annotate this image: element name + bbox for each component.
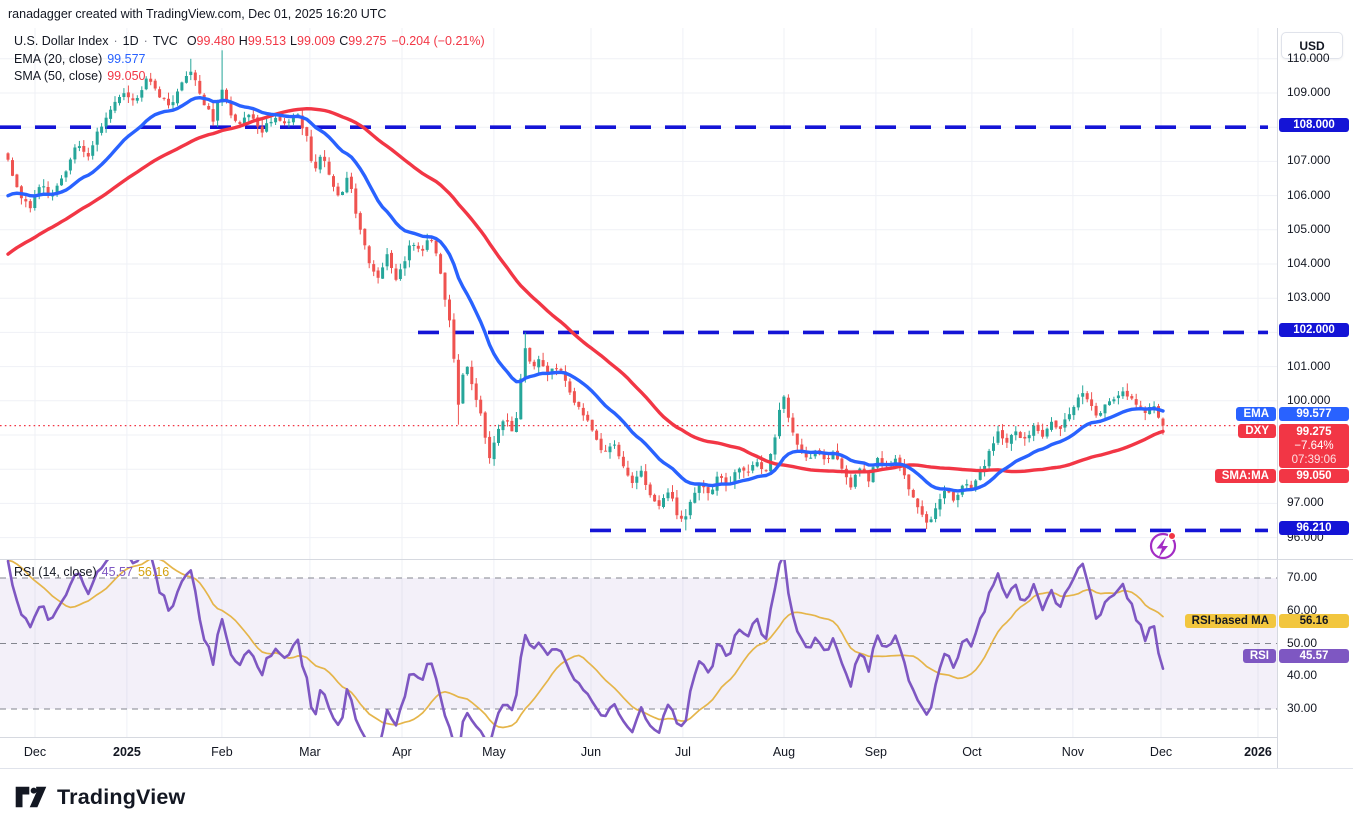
pane-separator[interactable]: [0, 559, 1353, 560]
time-tick: Apr: [392, 745, 412, 759]
rsi-tick: 40.00: [1287, 668, 1318, 683]
price-tick: 107.000: [1287, 153, 1331, 168]
rsi-tick: 60.00: [1287, 602, 1318, 617]
rsi-tick: 30.00: [1287, 701, 1318, 715]
symbol-tag: DXY: [1238, 424, 1276, 438]
price-tick: 110.000: [1287, 50, 1330, 65]
time-tick: Feb: [211, 745, 233, 759]
ohlc-values: O99.480 H99.513 L99.009 C99.275: [183, 33, 387, 51]
ohlc-token: O99.480: [186, 34, 235, 48]
sma-tag: SMA:MA: [1214, 469, 1276, 483]
ohlc-token: C99.275: [339, 34, 387, 48]
rsi-ma-value: 56.16: [137, 565, 170, 579]
ohlc-token: H99.513: [238, 34, 287, 48]
currency-button[interactable]: USD: [1281, 32, 1343, 59]
price-tick: 109.000: [1287, 85, 1331, 99]
level-price-badge: 102.000: [1279, 323, 1349, 338]
ema-indicator-value: 99.577: [107, 51, 146, 66]
price-tick: 105.000: [1287, 221, 1331, 236]
legend-ema-row[interactable]: EMA (20, close) 99.577: [14, 51, 485, 69]
ema-price-badge: 99.577: [1279, 407, 1349, 421]
level-price-badge: 96.210: [1279, 521, 1349, 536]
time-axis[interactable]: Dec 2025 Feb Mar Apr May Jun Jul Aug Sep Oct Nov Dec…: [0, 737, 1277, 769]
time-tick: Jul: [674, 745, 691, 759]
flash-marker-icon[interactable]: [1149, 531, 1177, 560]
rsi-pane[interactable]: [0, 560, 1277, 737]
rsi-tick: 70.00: [1287, 570, 1318, 584]
rsi-tick: 50.00: [1287, 635, 1318, 650]
price-chart-canvas[interactable]: [0, 28, 1277, 560]
time-tick: Jun: [580, 745, 602, 759]
rsi-value-badge: 45.57: [1279, 649, 1349, 663]
symbol-legend: U.S. Dollar Index · 1D · TVC O99.480 H99.…: [14, 33, 485, 86]
attribution-text: ranadagger created with TradingView.com,…: [8, 7, 387, 21]
footer-bar: [0, 768, 1353, 826]
time-tick: Sep: [864, 745, 888, 759]
price-tick: 100.000: [1287, 392, 1331, 407]
symbol-price-badge: 99.275 −7.64% 07:39:06: [1279, 424, 1349, 468]
tradingview-logo[interactable]: TradingView: [14, 782, 185, 812]
sma-indicator-value: 99.050: [107, 69, 146, 83]
rsi-ma-badge: 56.16: [1279, 614, 1349, 629]
sma-price-badge: 99.050: [1279, 469, 1349, 483]
time-tick: Oct: [962, 745, 982, 759]
time-tick: 2025: [113, 745, 141, 759]
symbol-title: U.S. Dollar Index: [14, 34, 109, 48]
rsi-chart-canvas[interactable]: [0, 560, 1277, 737]
ema-tag: EMA: [1236, 407, 1276, 421]
price-tick: 97.000: [1287, 495, 1324, 510]
price-tick: 106.000: [1287, 187, 1331, 202]
legend-symbol-row[interactable]: U.S. Dollar Index · 1D · TVC O99.480 H99.…: [14, 33, 485, 51]
time-tick: Mar: [299, 745, 321, 759]
symbol-exchange: TVC: [152, 34, 178, 48]
level-price-badge: 108.000: [1279, 118, 1349, 133]
change-value: −0.204 (−0.21%): [391, 34, 485, 48]
price-tick: 103.000: [1287, 290, 1331, 305]
price-tick: 104.000: [1287, 256, 1331, 270]
time-tick: May: [482, 745, 506, 759]
legend-separator: ·: [143, 34, 148, 48]
main-chart-pane[interactable]: [0, 28, 1277, 560]
time-tick: Aug: [772, 745, 796, 759]
rsi-tag: RSI: [1242, 649, 1276, 663]
ema-indicator-label: EMA (20, close): [14, 51, 103, 66]
time-tick: Dec: [1149, 745, 1173, 759]
rsi-ma-tag: RSI-based MA: [1184, 614, 1276, 629]
sma-indicator-label: SMA (50, close): [14, 69, 103, 83]
rsi-value: 45.57: [101, 565, 133, 579]
time-tick: 2026: [1244, 745, 1272, 759]
time-tick: Dec: [23, 745, 47, 759]
rsi-indicator-label: RSI (14, close): [14, 565, 97, 579]
tradingview-logo-icon: [15, 786, 47, 808]
time-tick: Nov: [1061, 745, 1085, 759]
price-tick: 101.000: [1287, 358, 1331, 373]
symbol-interval: 1D: [122, 34, 139, 48]
legend-separator: ·: [113, 34, 118, 48]
tradingview-logo-text: TradingView: [57, 784, 186, 809]
legend-sma-row[interactable]: SMA (50, close) 99.050: [14, 68, 485, 86]
ohlc-token: L99.009: [290, 34, 336, 48]
rsi-legend-row[interactable]: RSI (14, close) 45.57 56.16: [14, 565, 169, 579]
price-axis[interactable]: [1277, 28, 1353, 768]
